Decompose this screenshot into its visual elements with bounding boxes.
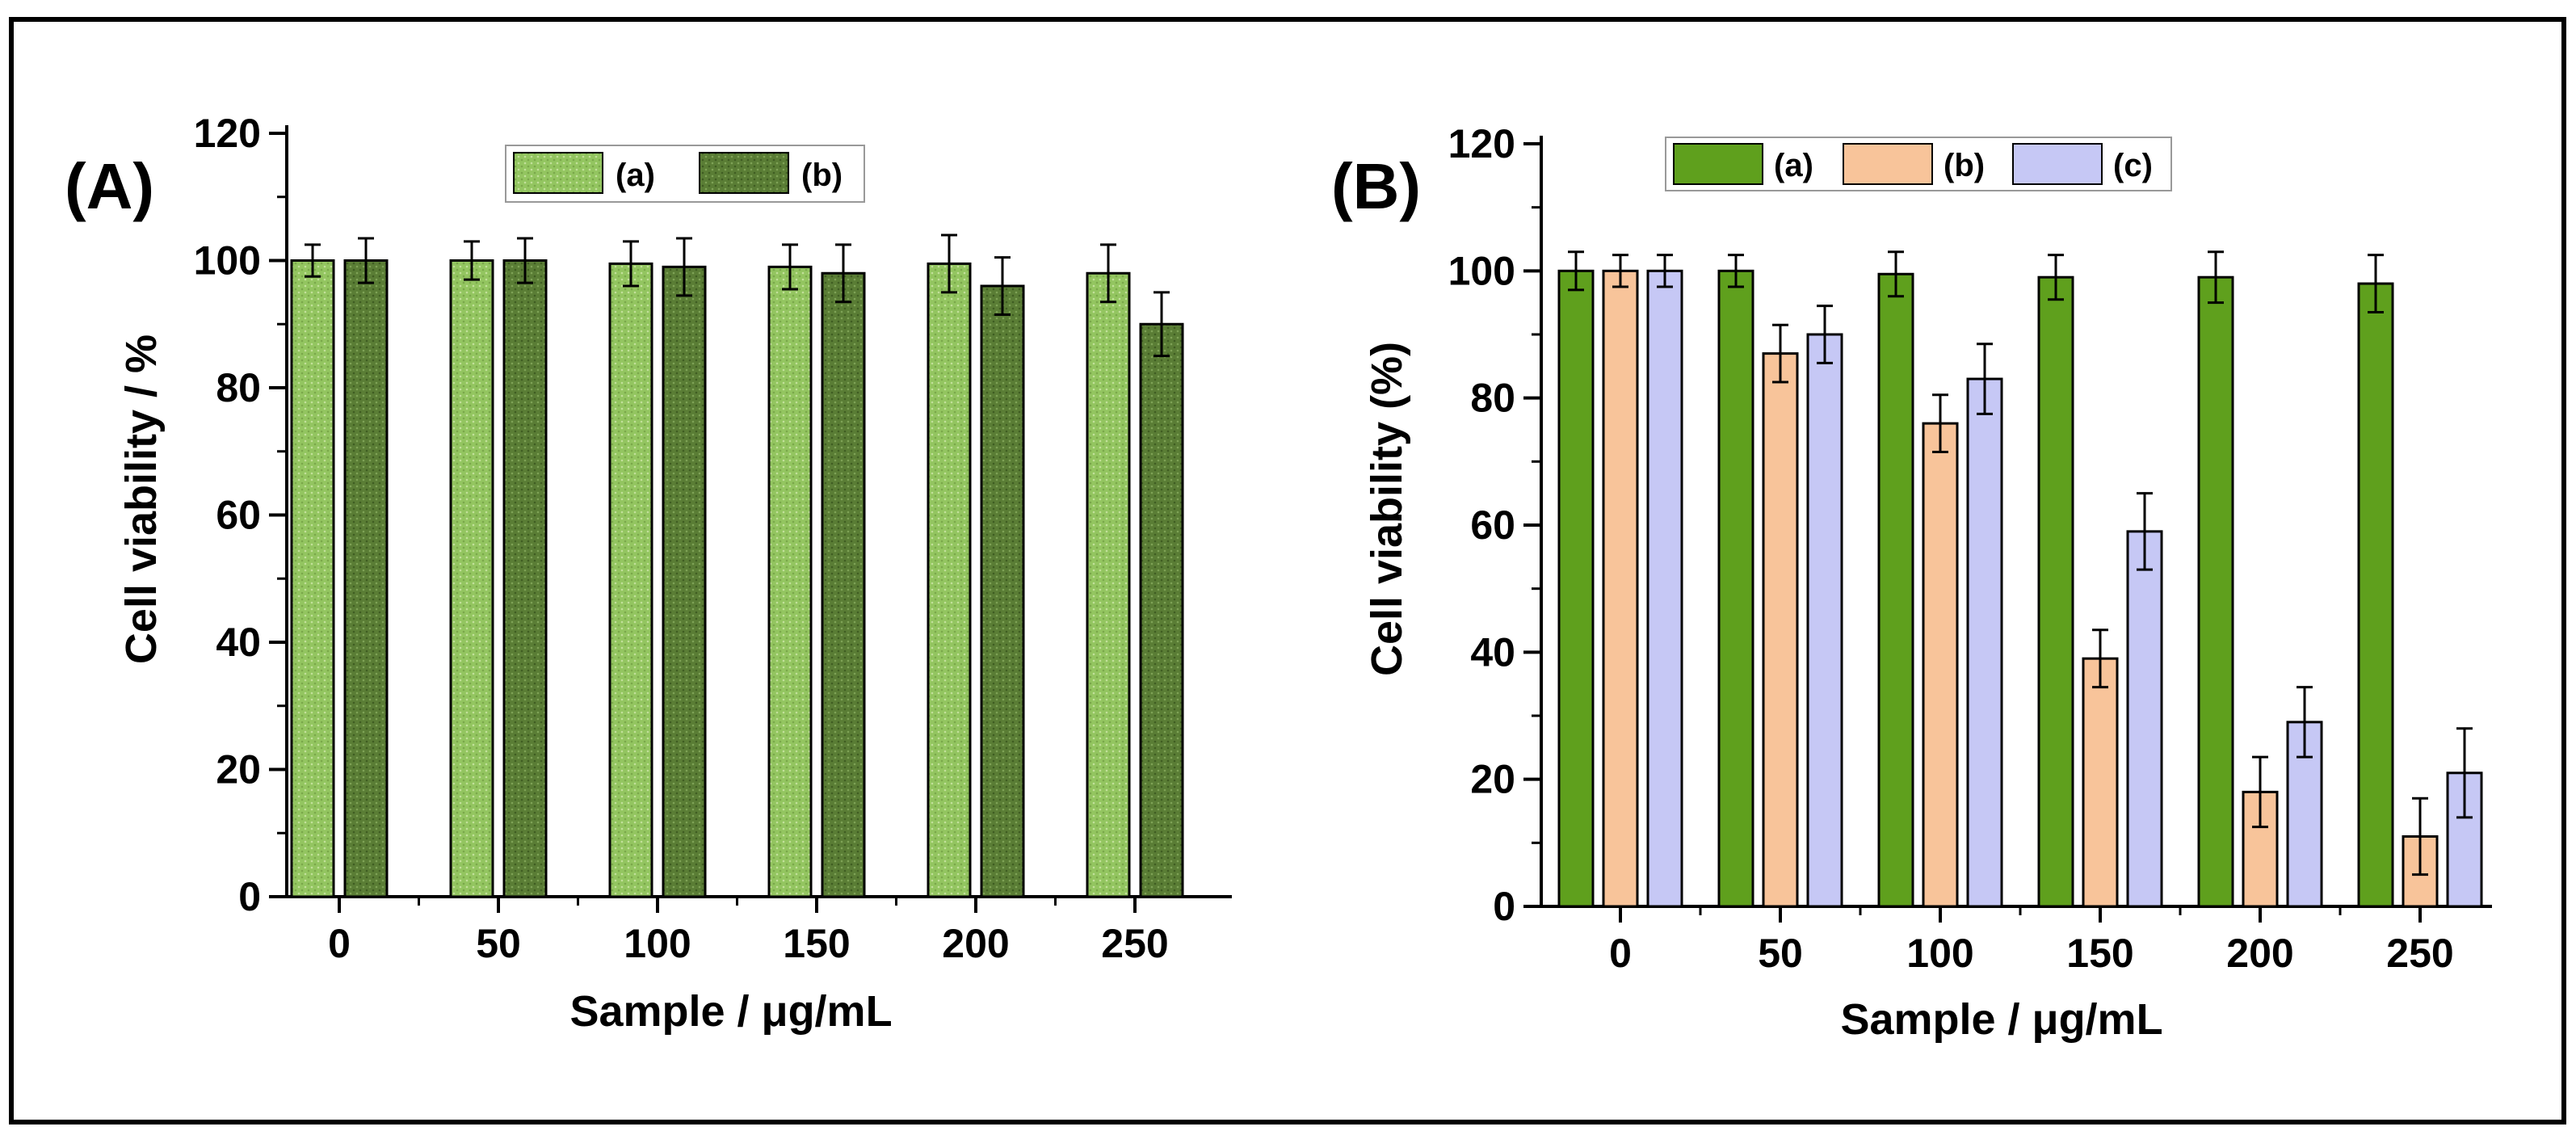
panel-a-bar	[343, 259, 389, 898]
panel-a-y-tick-label: 80	[216, 365, 261, 410]
panel-a-bar	[290, 259, 335, 898]
panel-a-y-tick-label: 120	[194, 111, 261, 156]
panel-a-legend: (a) (b)	[505, 145, 865, 203]
panel-b-y-tick-label: 120	[1448, 121, 1515, 166]
panel-a-x-tick-label: 0	[328, 921, 351, 966]
panel-a-y-tick-label: 20	[216, 747, 261, 792]
panel-a-bar	[821, 271, 866, 898]
panel-b-bar	[1877, 272, 1914, 908]
panel-a-y-axis-title: Cell viability / %	[117, 334, 166, 664]
panel-a-label: (A)	[65, 150, 154, 222]
panel-b-bar	[2082, 657, 2119, 908]
panel-a-legend-swatch-a	[513, 152, 603, 194]
panel-a-y-tick-label: 40	[216, 620, 261, 665]
panel-b-bar	[1762, 352, 1799, 908]
panel-b-bar	[1806, 333, 1843, 908]
panel-b-y-tick-label: 60	[1470, 502, 1515, 548]
panel-a-x-tick-label: 200	[942, 921, 1009, 966]
panel-a-x-axis-title: Sample / μg/mL	[569, 987, 892, 1036]
panel-b-bar	[1557, 269, 1595, 908]
panel-b-x-tick-label: 100	[1906, 931, 1973, 976]
panel-a-y-tick-label: 0	[238, 874, 261, 919]
panel-b-legend: (a) (b) (c)	[1665, 137, 2172, 191]
panel-b-legend-label-a: (a)	[1774, 148, 1813, 183]
panel-b-x-tick-label: 200	[2226, 931, 2293, 976]
panel-b-legend-swatch-a	[1673, 143, 1763, 185]
panel-b-bar	[2037, 275, 2074, 908]
panel-b-legend-label-c: (c)	[2113, 148, 2153, 183]
panel-b-x-tick-label: 150	[2066, 931, 2133, 976]
panel-b-y-tick-label: 20	[1470, 757, 1515, 802]
panel-b-x-tick-label: 50	[1758, 931, 1803, 976]
panel-a-x-tick-label: 100	[624, 921, 691, 966]
panel-a-legend-label-a: (a)	[616, 158, 655, 193]
panel-b-x-axis-title: Sample / μg/mL	[1840, 995, 2162, 1044]
panel-a-bar	[927, 262, 972, 898]
panel-a-bar	[1086, 271, 1131, 898]
panel-a-bar	[767, 265, 813, 898]
panel-b-bar	[2126, 530, 2163, 908]
panel-b-bar	[2197, 275, 2234, 908]
panel-a-x-tick-label: 250	[1101, 921, 1168, 966]
panel-b-y-tick-label: 80	[1470, 376, 1515, 421]
panel-b-y-tick-label: 0	[1493, 884, 1515, 929]
panel-b-y-tick-label: 100	[1448, 248, 1515, 293]
figure-border	[9, 17, 2566, 1124]
panel-a-x-tick-label: 150	[783, 921, 850, 966]
panel-b-legend-swatch-b	[1843, 143, 1933, 185]
panel-b-bar	[2357, 282, 2394, 908]
panel-b-bar	[1922, 422, 1959, 908]
panel-b-x-tick-label: 0	[1609, 931, 1632, 976]
panel-a-legend-swatch-b	[699, 152, 789, 194]
panel-a: (A) Cell viability / % Sample / μg/mL (a…	[65, 111, 1232, 1036]
panel-a-bar	[449, 259, 494, 898]
panel-a-x-tick-label: 50	[476, 921, 521, 966]
panel-a-bar	[608, 262, 653, 898]
panel-b: (B) Cell viability (%) Sample / μg/mL (a…	[1331, 121, 2492, 1044]
panel-a-bar	[980, 284, 1025, 898]
panel-b-y-tick-label: 40	[1470, 629, 1515, 675]
panel-a-bar	[1139, 322, 1184, 898]
panel-a-y-tick-label: 60	[216, 493, 261, 538]
panel-b-bar	[1966, 377, 2003, 908]
panel-b-legend-label-b: (b)	[1944, 148, 1985, 183]
panel-b-bar	[1602, 269, 1639, 908]
panel-b-legend-swatch-c	[2012, 143, 2103, 185]
panel-b-bar	[1717, 269, 1754, 908]
panel-a-y-tick-label: 100	[194, 238, 261, 284]
panel-b-x-tick-label: 250	[2386, 931, 2453, 976]
panel-b-label: (B)	[1331, 150, 1421, 222]
panel-a-bar	[662, 265, 707, 898]
panel-a-legend-label-b: (b)	[801, 158, 843, 193]
panel-a-bar	[502, 259, 548, 898]
panel-b-bar	[1646, 269, 1683, 908]
panel-b-y-axis-title: Cell viability (%)	[1363, 342, 1411, 676]
